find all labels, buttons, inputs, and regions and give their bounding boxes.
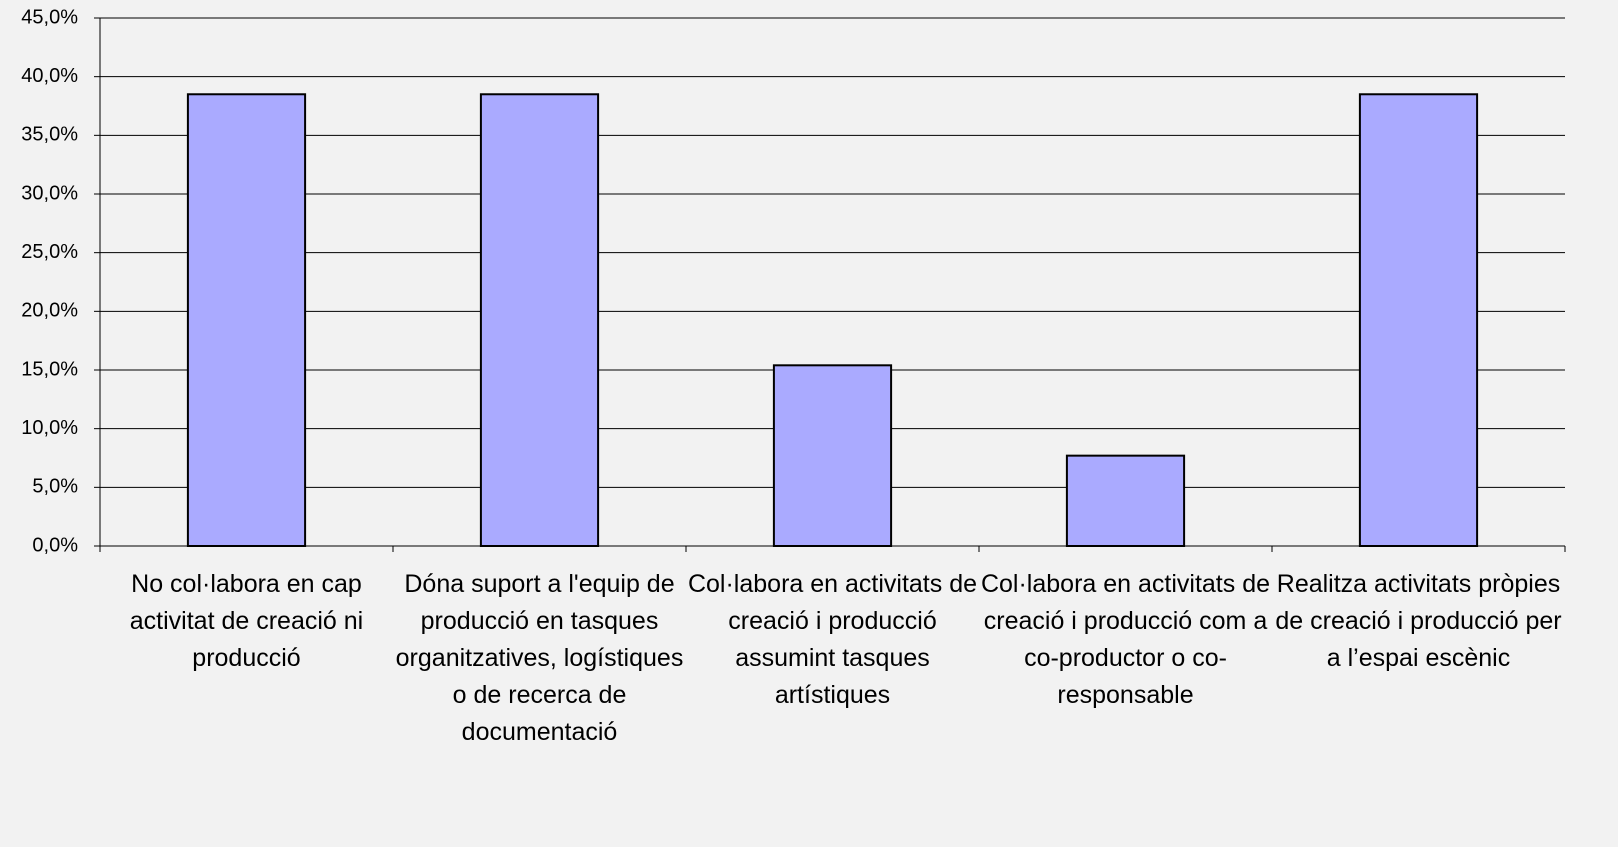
y-tick-label: 40,0% — [21, 65, 78, 87]
x-tick-label: Col·labora en activitats de creació i pr… — [980, 570, 1271, 709]
y-tick-label: 45,0% — [21, 6, 78, 28]
bar — [1358, 93, 1479, 548]
x-tick-label: Realitza activitats pròpies de creació i… — [1275, 570, 1562, 672]
y-tick-label: 35,0% — [21, 124, 78, 146]
x-tick-label: Dóna suport a l'equip de producció en ta… — [395, 570, 684, 746]
x-tick-label: No col·labora en cap activitat de creaci… — [129, 570, 364, 672]
bar — [1065, 454, 1186, 547]
x-tick-label: Col·labora en activitats de creació i pr… — [687, 570, 978, 709]
y-tick-label: 25,0% — [21, 241, 78, 263]
bar — [186, 93, 307, 548]
y-tick-label: 5,0% — [32, 476, 78, 498]
y-tick-label: 10,0% — [21, 417, 78, 439]
bar — [772, 364, 893, 547]
y-tick-label: 15,0% — [21, 358, 78, 380]
y-tick-label: 0,0% — [32, 534, 78, 556]
bar — [479, 93, 600, 548]
y-tick-label: 30,0% — [21, 182, 78, 204]
y-tick-label: 20,0% — [21, 300, 78, 322]
